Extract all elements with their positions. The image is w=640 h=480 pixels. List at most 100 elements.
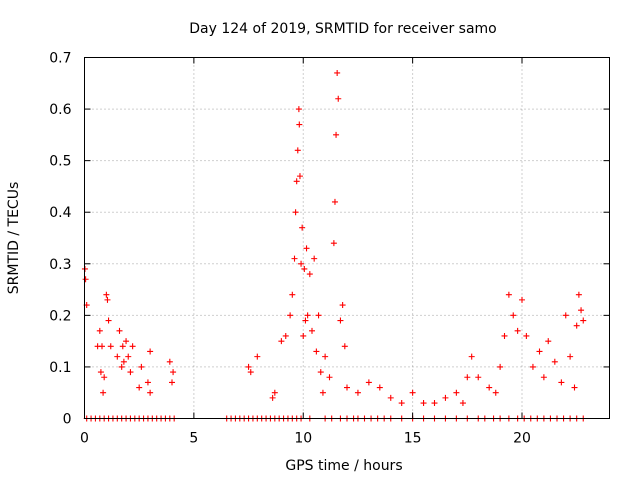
data-point — [331, 198, 338, 205]
axis-ticks — [84, 57, 610, 419]
x-tick-label: 5 — [189, 431, 198, 447]
data-point — [337, 317, 344, 324]
data-point — [278, 338, 285, 345]
data-point — [129, 343, 136, 350]
data-point — [103, 291, 110, 298]
data-point — [333, 131, 340, 138]
data-point — [166, 358, 173, 365]
data-point — [147, 389, 154, 396]
y-tick-label: 0.5 — [49, 154, 71, 170]
data-point — [289, 291, 296, 298]
data-point — [529, 363, 536, 370]
data-point — [125, 353, 132, 360]
y-tick-label: 0.2 — [49, 308, 71, 324]
data-point — [558, 379, 565, 386]
data-point — [468, 353, 475, 360]
data-point — [298, 260, 305, 267]
data-point — [300, 332, 307, 339]
data-point — [295, 106, 302, 113]
data-point — [344, 384, 350, 391]
x-tick-label: 15 — [404, 431, 422, 447]
data-point — [317, 369, 324, 376]
x-tick-label: 10 — [294, 431, 312, 447]
data-point — [315, 312, 322, 319]
data-point — [341, 343, 348, 350]
x-tick-labels: 0 5 10 15 20 — [80, 431, 531, 447]
y-tick-labels: 0 0.1 0.2 0.3 0.4 0.5 0.6 0.7 — [49, 51, 71, 428]
data-point — [334, 69, 341, 76]
data-point — [136, 384, 143, 391]
data-point — [571, 384, 578, 391]
data-point — [387, 394, 394, 401]
data-point — [319, 389, 326, 396]
data-point — [118, 363, 125, 370]
data-point — [459, 400, 466, 407]
data-point — [247, 369, 254, 376]
plot-frame — [84, 57, 610, 419]
data-point — [376, 384, 383, 391]
data-point — [100, 389, 107, 396]
data-point — [82, 276, 89, 283]
data-point — [322, 353, 329, 360]
y-tick-label: 0.7 — [49, 51, 71, 67]
y-tick-label: 0.1 — [49, 360, 71, 376]
data-point — [296, 173, 303, 180]
data-point — [306, 271, 313, 278]
data-point — [292, 209, 299, 216]
data-point — [335, 95, 342, 102]
data-point — [510, 312, 517, 319]
x-tick-label: 0 — [80, 431, 89, 447]
data-point — [497, 363, 504, 370]
data-point — [116, 327, 123, 334]
data-point — [138, 363, 145, 370]
data-point — [505, 291, 512, 298]
data-point — [127, 369, 134, 376]
data-point — [303, 245, 310, 252]
data-point — [107, 343, 114, 350]
y-tick-label: 0.4 — [49, 205, 71, 221]
chart-title: Day 124 of 2019, SRMTID for receiver sam… — [189, 21, 497, 37]
data-point — [104, 296, 111, 303]
y-axis-label: SRMTID / TECUs — [6, 182, 22, 295]
y-tick-label: 0.3 — [49, 257, 71, 273]
grid — [84, 57, 610, 419]
data-point — [120, 358, 127, 365]
x-axis-label: GPS time / hours — [285, 458, 402, 474]
data-point — [309, 327, 315, 334]
data-point — [536, 348, 543, 355]
data-point — [398, 400, 405, 407]
data-point — [299, 224, 306, 231]
data-point — [442, 394, 449, 401]
data-point — [123, 338, 130, 345]
x-tick-label: 20 — [513, 431, 531, 447]
data-point — [271, 389, 278, 396]
data-point — [540, 374, 547, 381]
data-point — [326, 374, 333, 381]
data-point — [311, 255, 318, 262]
data-point — [420, 400, 427, 407]
data-point — [551, 358, 558, 365]
y-tick-label: 0.6 — [49, 102, 71, 118]
data-point — [575, 291, 582, 298]
data-point — [523, 332, 530, 339]
data-point — [409, 389, 416, 396]
data-point — [287, 312, 294, 319]
data-point — [475, 374, 482, 381]
data-point — [144, 379, 151, 386]
data-point — [313, 348, 320, 355]
data-point — [431, 400, 438, 407]
data-point — [96, 327, 103, 334]
data-point — [169, 379, 175, 386]
data-point — [245, 363, 252, 370]
data-point — [101, 374, 108, 381]
data-point — [486, 384, 493, 391]
data-point — [501, 332, 508, 339]
data-point — [304, 312, 311, 319]
data-point — [147, 348, 154, 355]
data-point — [99, 343, 105, 350]
data-point — [545, 338, 552, 345]
data-point — [291, 255, 298, 262]
data-point — [453, 389, 460, 396]
data-point — [464, 374, 471, 381]
